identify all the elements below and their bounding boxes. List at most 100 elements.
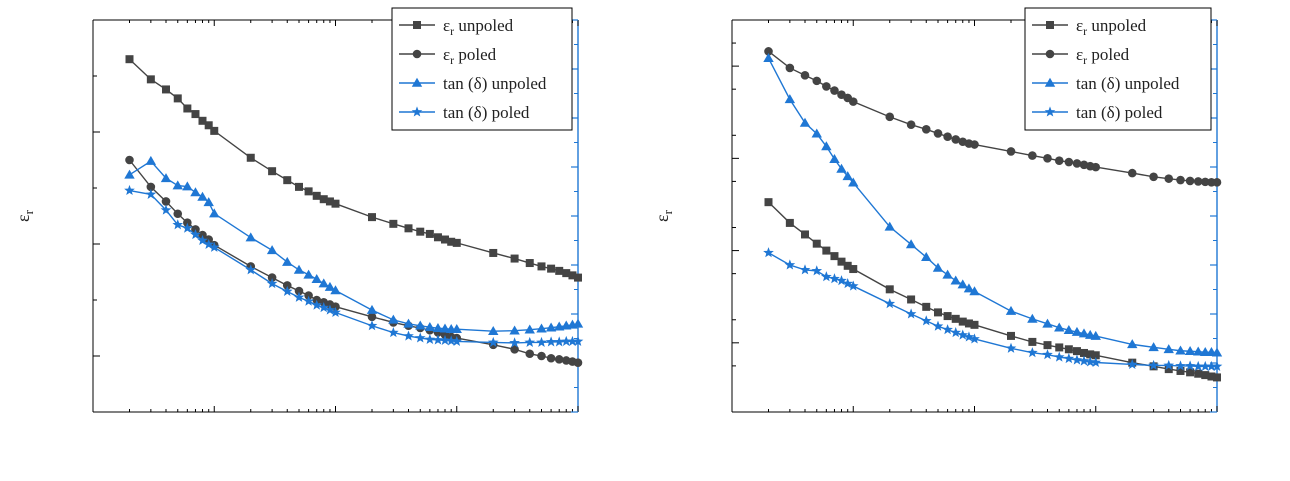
data-point [1071,326,1083,336]
data-point [830,86,839,95]
legend-entry: tan (δ) poled [443,103,530,122]
data-point [510,254,519,263]
data-point [1086,350,1095,359]
series-2 [763,53,1223,357]
data-point [1027,313,1038,323]
data-point [304,187,313,196]
data-point [432,323,444,333]
data-point [1164,365,1173,374]
data-point [1005,342,1017,353]
data-point [836,275,847,286]
data-point [1175,345,1186,355]
data-point [191,110,200,119]
data-point [1201,371,1210,380]
data-point [1078,355,1090,366]
data-point [562,269,571,278]
data-point [509,337,520,348]
data-point [932,262,944,272]
data-point [509,325,520,335]
data-point [324,304,336,315]
data-point [905,239,917,249]
data-point [1148,342,1159,352]
series-2 [124,155,584,335]
data-point [922,302,931,311]
data-point [145,188,157,199]
legend-entry: tan (δ) unpoled [443,74,547,93]
data-point [210,126,219,135]
data-point [425,229,434,238]
data-point [525,259,534,268]
data-point [246,153,255,162]
data-point [837,257,846,266]
data-point [366,304,378,314]
data-point [330,306,341,318]
series-line [129,160,579,332]
data-point [203,238,215,249]
legend-entry: εr unpoled [1076,16,1147,38]
data-point [553,336,565,347]
data-point [197,234,208,246]
data-point [389,219,398,228]
data-point [848,97,858,106]
data-point [447,237,456,246]
data-point [545,336,557,347]
data-point [964,319,973,328]
data-point [921,251,932,261]
data-point [811,265,823,276]
data-point [203,197,214,207]
data-point [424,333,436,345]
data-point [763,53,774,63]
data-point [1149,172,1158,182]
data-point [1176,366,1185,375]
data-point [1207,372,1216,381]
data-point [1127,168,1137,178]
data-point [1043,154,1052,163]
data-point [537,351,546,361]
data-point [800,71,810,80]
data-point [943,132,952,141]
data-point [1126,358,1138,369]
data-point [811,128,822,138]
data-point [1211,360,1223,371]
data-point [950,275,961,285]
chart-panel-a: εr εr unpoled εr poled tan (δ) unpoled tan (… [13,7,584,413]
series-1 [764,47,1222,187]
data-point [318,302,330,313]
data-point [312,191,321,200]
data-point [1053,351,1065,362]
data-point [524,336,536,347]
legend-marker [1044,77,1056,87]
data-point [283,176,292,185]
data-point [1175,360,1186,371]
data-point [432,334,444,345]
data-point [281,285,293,296]
data-point [293,264,305,274]
data-point [209,208,220,218]
chart-panel-b: εr εr unpoled εr poled tan (δ) unpoled tan (… [652,7,1223,413]
data-point [545,322,557,332]
data-point [1212,178,1222,187]
data-point [573,358,583,368]
data-point [451,335,463,346]
data-point [784,259,796,270]
data-point [293,291,305,302]
legend-marker [411,106,423,117]
data-point [568,271,577,280]
data-point [1164,174,1174,183]
data-point [905,308,917,319]
data-point [510,344,519,354]
data-point [950,327,962,338]
data-point [933,129,943,138]
data-point [1091,351,1100,360]
data-point [388,314,399,324]
data-point [1054,156,1064,165]
data-point [970,320,979,329]
data-point [812,76,822,86]
data-point [885,112,895,122]
data-point [440,235,449,244]
data-point [161,197,171,206]
data-point [1006,331,1015,340]
series-3 [124,184,584,348]
data-point [560,335,572,346]
data-point [1192,360,1204,371]
